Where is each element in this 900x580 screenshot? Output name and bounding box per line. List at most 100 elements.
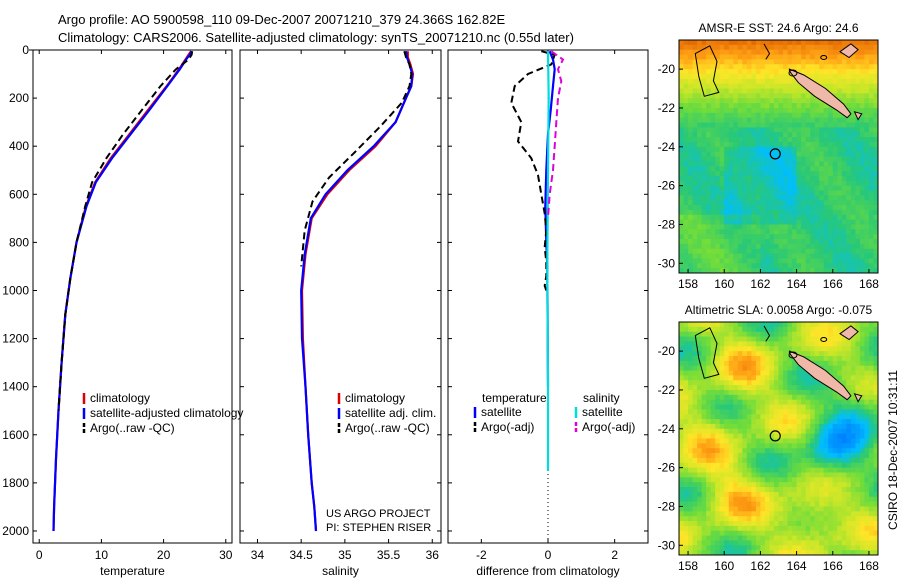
map-cell	[796, 132, 802, 138]
map-cell	[873, 448, 878, 454]
map-cell	[715, 161, 721, 167]
map-cell	[778, 83, 784, 90]
map-cell	[728, 214, 734, 221]
map-cell	[796, 69, 802, 75]
map-cell	[864, 341, 870, 347]
map-cell	[805, 146, 811, 153]
map-cell	[760, 234, 766, 240]
map-cell	[742, 438, 748, 444]
map-cell	[715, 453, 721, 459]
map-cell	[769, 516, 775, 522]
map-cell	[864, 59, 870, 65]
map-cell	[864, 112, 870, 119]
y-tick-label: -20	[658, 62, 676, 76]
map-cell	[764, 107, 771, 114]
map-cell	[810, 205, 816, 211]
map-cell	[841, 462, 847, 469]
map-cell	[846, 214, 852, 221]
map-cell	[823, 331, 829, 338]
map-cell	[751, 253, 757, 260]
map-cell	[755, 73, 762, 80]
map-cell	[850, 195, 856, 201]
map-cell	[755, 535, 762, 542]
map-cell	[846, 137, 852, 143]
map-cell	[868, 550, 875, 555]
map-cell	[710, 200, 716, 206]
map-cell	[783, 322, 789, 328]
map-cell	[710, 54, 716, 61]
map-cell	[783, 268, 789, 273]
map-cell	[692, 205, 698, 211]
map-cell	[823, 117, 829, 124]
map-cell	[715, 171, 721, 177]
map-cell	[733, 73, 739, 80]
map-cell	[787, 467, 793, 474]
map-cell	[692, 457, 698, 464]
map-cell	[805, 54, 811, 61]
map-cell	[688, 365, 694, 372]
map-cell	[715, 477, 721, 483]
map-cell	[706, 540, 712, 546]
map-cell	[715, 462, 721, 469]
map-cell	[697, 83, 703, 90]
map-cell	[751, 389, 757, 396]
map-cell	[688, 351, 694, 357]
map-cell	[706, 467, 712, 474]
map-cell	[805, 385, 811, 391]
map-cell	[733, 49, 739, 56]
map-cell	[846, 190, 852, 196]
map-cell	[819, 166, 825, 172]
map-cell	[728, 59, 734, 65]
map-cell	[783, 550, 789, 555]
map-cell	[760, 550, 766, 555]
series-line-satellite	[52, 50, 193, 532]
map-cell	[841, 409, 847, 415]
map-cell	[737, 88, 743, 94]
map-cell	[751, 190, 757, 196]
map-cell	[769, 385, 775, 391]
map-cell	[746, 365, 752, 372]
map-cell	[787, 103, 793, 109]
map-cell	[814, 122, 820, 128]
map-cell	[814, 448, 820, 454]
map-cell	[697, 472, 703, 478]
map-cell	[832, 44, 838, 51]
map-cell	[773, 200, 780, 206]
series-line-argo	[57, 51, 194, 411]
x-tick-label: 166	[823, 559, 843, 573]
map-cell	[873, 331, 878, 338]
map-cell	[783, 141, 789, 148]
map-cell	[837, 258, 843, 264]
map-cell	[769, 93, 775, 99]
map-cell	[792, 501, 798, 508]
map-cell	[855, 355, 861, 362]
x-tick-label: 160	[714, 559, 734, 573]
map-cell	[778, 205, 784, 211]
map-cell	[755, 40, 762, 46]
map-cell	[859, 98, 866, 104]
map-cell	[715, 59, 721, 65]
map-cell	[692, 229, 698, 235]
map-cell	[710, 521, 716, 527]
map-cell	[846, 161, 852, 167]
map-cell	[764, 229, 771, 235]
map-cell	[769, 419, 775, 425]
map-cell	[778, 389, 784, 396]
map-cell	[873, 268, 878, 273]
map-field	[679, 40, 878, 273]
map-cell	[710, 404, 716, 410]
map-cell	[792, 438, 798, 444]
map-cell	[832, 453, 838, 459]
map-cell	[819, 496, 825, 503]
map-cell	[715, 550, 721, 555]
map-cell	[859, 360, 866, 367]
map-cell	[810, 419, 816, 425]
map-cell	[796, 453, 802, 459]
map-cell	[823, 448, 829, 454]
map-cell	[692, 322, 698, 328]
map-cell	[715, 525, 721, 532]
map-cell	[810, 156, 816, 162]
map-cell	[778, 219, 784, 226]
map-cell	[719, 229, 725, 235]
map-cell	[801, 40, 807, 46]
